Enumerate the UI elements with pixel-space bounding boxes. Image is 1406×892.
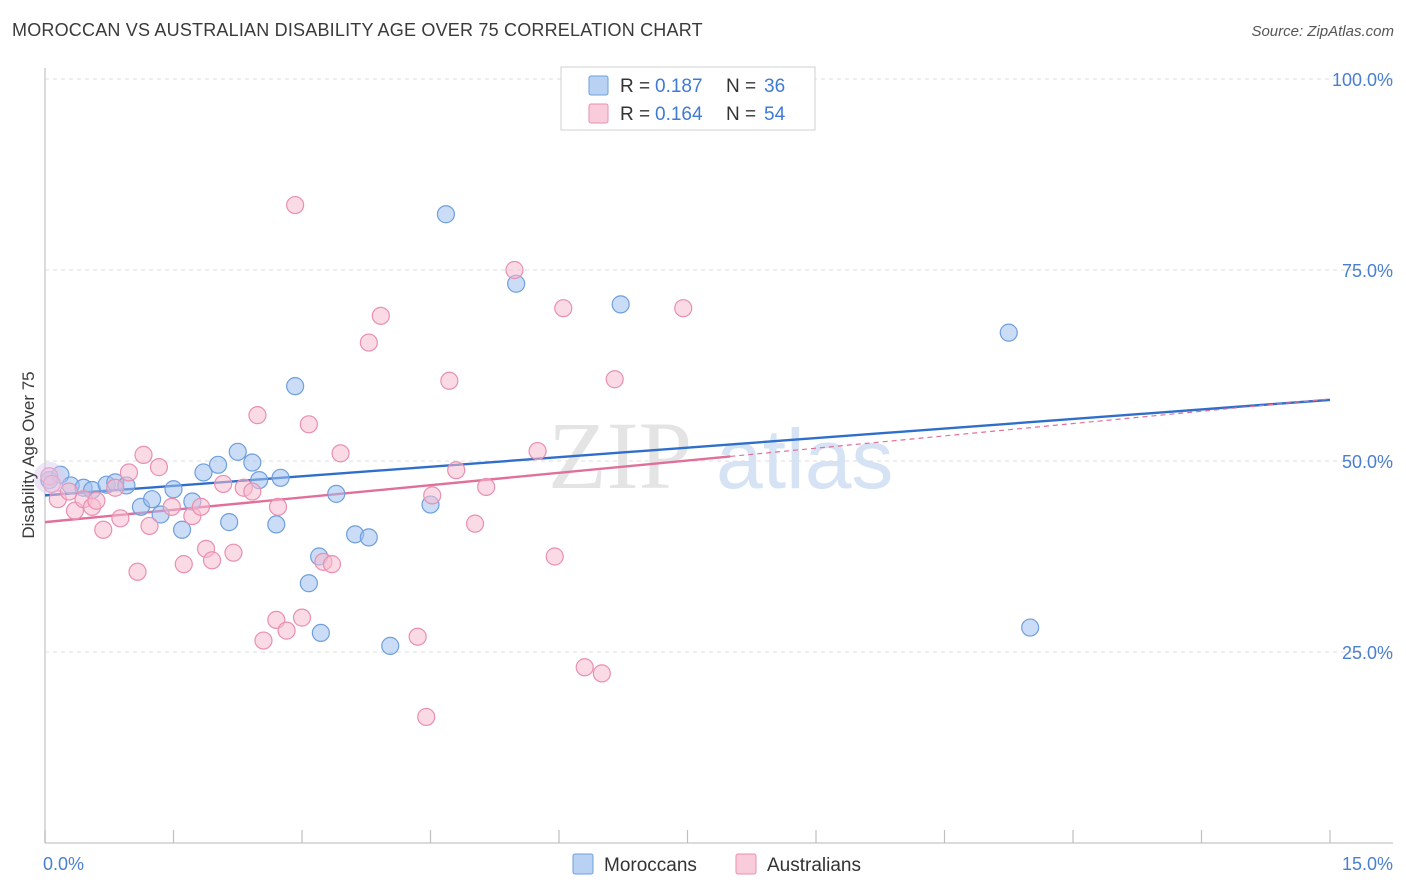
australian-point — [111, 509, 130, 528]
australian-trend-extension — [730, 398, 1331, 458]
australian-point — [592, 664, 611, 683]
australian-point — [191, 497, 211, 516]
moroccan-point — [611, 295, 630, 314]
australian-point — [119, 463, 139, 482]
australian-point — [371, 306, 390, 325]
x-tick-label-right: 15.0% — [1342, 854, 1393, 874]
moroccan-point — [208, 455, 228, 474]
y-tick-label: 100.0% — [1332, 70, 1393, 90]
australian-point — [214, 474, 233, 494]
australian-point — [140, 516, 159, 536]
y-tick-label: 75.0% — [1342, 261, 1393, 281]
australian-point — [575, 658, 594, 677]
australian-point — [674, 299, 693, 318]
tick-labels: 25.0% 50.0% 75.0% 100.0% 0.0% 15.0% — [43, 70, 1393, 874]
y-axis-label: Disability Age Over 75 — [19, 371, 38, 538]
australian-point — [87, 491, 106, 510]
source-label: Source: ZipAtlas.com — [1251, 23, 1394, 40]
australian-point — [292, 608, 312, 627]
moroccan-point — [359, 528, 378, 547]
australian-point — [162, 497, 181, 516]
y-tick-label: 25.0% — [1342, 643, 1393, 663]
australian-point — [477, 477, 496, 497]
legend-r-value-2: 0.164 — [655, 104, 703, 125]
legend-r-label-1: R = — [620, 76, 650, 97]
australian-point — [106, 478, 125, 497]
australian-point — [174, 555, 193, 574]
australian-point — [94, 520, 113, 539]
australian-point — [465, 514, 485, 533]
moroccan-point — [1021, 618, 1040, 637]
bottom-legend-moroccans: Moroccans — [604, 855, 697, 876]
australian-point — [42, 474, 61, 494]
moroccan-point — [164, 480, 183, 499]
moroccan-point — [172, 520, 192, 539]
correlation-legend: R = 0.187 N = 36 R = 0.164 N = 54 — [560, 66, 816, 131]
legend-n-label-1: N = — [726, 76, 756, 97]
legend-swatch-moroccans — [588, 75, 609, 96]
watermark-atlas: atlas — [716, 412, 893, 506]
moroccan-point — [194, 463, 213, 482]
australian-point — [528, 441, 547, 461]
watermark: ZIP atlas — [548, 402, 893, 509]
australian-point — [149, 458, 169, 477]
moroccan-point — [436, 205, 456, 224]
australian-point — [545, 547, 564, 566]
legend-n-value-1: 36 — [764, 76, 785, 97]
chart-title: MOROCCAN VS AUSTRALIAN DISABILITY AGE OV… — [12, 20, 703, 40]
australian-point — [128, 562, 147, 581]
cluster-point — [33, 461, 66, 494]
moroccan-point — [220, 513, 239, 532]
bottom-legend-swatch-australians — [735, 853, 757, 875]
australian-point — [254, 631, 273, 650]
moroccan-point — [311, 623, 330, 643]
australian-point — [299, 415, 318, 434]
australian-point — [59, 482, 79, 501]
moroccan-point — [267, 515, 286, 534]
australian-point — [447, 461, 466, 480]
x-tick-label-left: 0.0% — [43, 854, 84, 874]
australian-point — [605, 370, 624, 389]
data-points — [33, 195, 1040, 727]
moroccan-point — [142, 490, 162, 509]
australian-point — [134, 445, 153, 464]
y-tick-label: 50.0% — [1342, 452, 1393, 472]
moroccan-point — [271, 468, 290, 487]
bottom-legend-swatch-moroccans — [572, 853, 594, 875]
moroccan-point — [299, 574, 318, 593]
australian-point — [322, 555, 342, 574]
legend-swatch-australians — [588, 103, 609, 124]
moroccan-point — [228, 442, 247, 461]
australian-point — [248, 406, 267, 425]
australian-point — [554, 299, 573, 318]
legend-r-label-2: R = — [620, 104, 650, 125]
australian-point — [505, 260, 524, 280]
australian-point — [224, 543, 243, 562]
australian-point — [440, 371, 459, 390]
legend-r-value-1: 0.187 — [655, 76, 703, 97]
grid-lines — [45, 78, 1393, 653]
legend-n-value-2: 54 — [764, 104, 786, 125]
australian-point — [202, 551, 222, 570]
legend-n-label-2: N = — [726, 104, 756, 125]
australian-point — [277, 621, 296, 640]
australian-point — [359, 333, 378, 352]
moroccan-point — [327, 484, 346, 503]
australian-point — [268, 497, 288, 516]
bottom-legend-australians: Australians — [767, 855, 861, 876]
australian-point — [423, 486, 442, 505]
australian-point — [331, 444, 350, 463]
australian-point — [286, 195, 305, 215]
moroccan-point — [381, 636, 400, 655]
australian-point — [408, 627, 427, 646]
australian-point — [417, 707, 436, 727]
moroccan-point — [286, 377, 305, 396]
australian-point — [243, 482, 262, 501]
series-legend: Moroccans Australians — [572, 853, 861, 876]
axes — [44, 68, 1393, 844]
moroccan-point — [999, 323, 1018, 342]
moroccan-point — [243, 453, 262, 472]
